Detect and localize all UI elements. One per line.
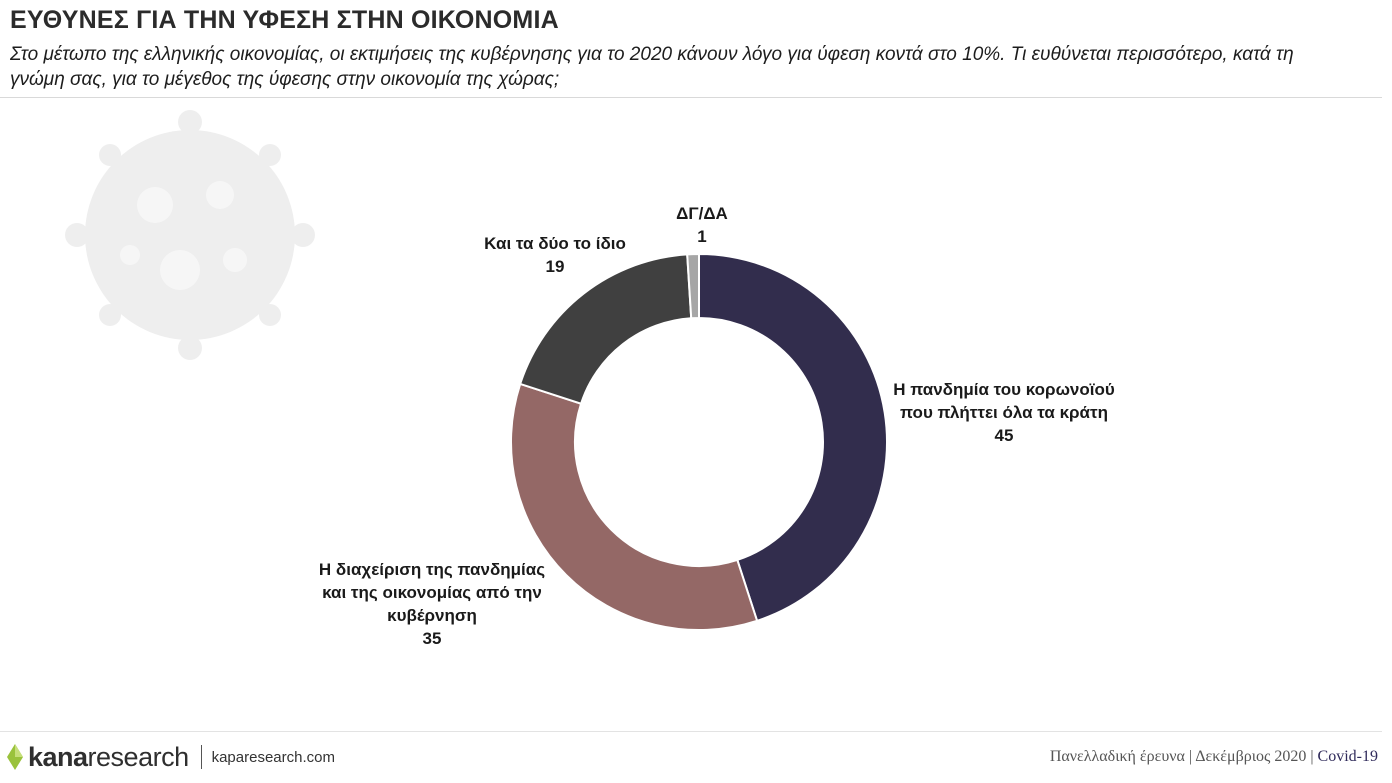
slice-value-4: 1 [697, 227, 706, 246]
survey-details: Πανελλαδική έρευνα | Δεκέμβριος 2020 | [1049, 748, 1318, 765]
donut-slice-4 [686, 252, 700, 320]
slice-value-2: 35 [423, 629, 442, 648]
footer-brand: kana research kaparesearch.com [6, 740, 335, 774]
footer-divider [0, 731, 1382, 732]
virus-watermark-icon [65, 110, 315, 360]
donut-slice-3 [518, 253, 693, 405]
survey-question: Στο μέτωπο της ελληνικής οικονομίας, οι … [10, 44, 1294, 90]
slice-label-4: ΔΓ/ΔΑ 1 [676, 204, 728, 246]
logo-kana-text: kana [28, 741, 88, 772]
donut-slice-1 [698, 252, 888, 623]
slice-label-1: Η πανδημία του κορωνοϊού που πλήττει όλα … [893, 380, 1115, 445]
logo-research-text: research [87, 741, 190, 772]
slice-value-3: 19 [546, 257, 565, 276]
website-link[interactable]: kaparesearch.com [211, 748, 335, 766]
footer-separator [200, 745, 202, 769]
page-title: ΕΥΘΥΝΕΣ ΓΙΑ ΤΗΝ ΥΦΕΣΗ ΣΤΗΝ ΟΙΚΟΝΟΜΙΑ [10, 6, 559, 34]
header-divider [0, 97, 1382, 98]
slice-label-3: Και τα δύο το ίδιο 19 [484, 234, 626, 276]
survey-info: Πανελλαδική έρευνα | Δεκέμβριος 2020 | C… [1050, 748, 1378, 766]
donut-slice-2 [510, 382, 759, 631]
topic-tag: Covid-19 [1317, 748, 1378, 765]
kana-logo-icon [7, 744, 23, 770]
slice-label-2: Η διαχείριση της πανδημίας και της οικονο… [319, 560, 545, 648]
slice-value-1: 45 [995, 426, 1014, 445]
